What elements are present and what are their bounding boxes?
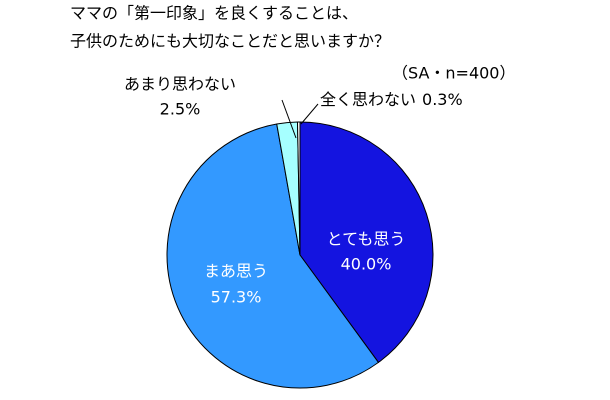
slice-label: 全く思わない 0.3% (320, 90, 463, 109)
leader-line (300, 103, 319, 125)
slice-category: とても思う (327, 230, 406, 249)
slice-value: 2.5% (160, 100, 201, 119)
chart-title: 子供のためにも大切なことだと思いますか？ (70, 32, 390, 51)
slice-value: 40.0% (341, 255, 392, 274)
leader-line (281, 99, 297, 139)
chart-title: ママの「第一印象」を良くすることは、 (70, 4, 358, 23)
slice-value: 57.3% (211, 288, 262, 307)
slice-value: 0.3% (422, 90, 463, 109)
pie-slice (296, 121, 301, 256)
pie-slice (166, 123, 380, 389)
chart-subtitle: （SA・n=400） (392, 64, 516, 83)
slice-category: 全く思わない (320, 90, 416, 109)
pie-slice (299, 121, 434, 364)
slice-category: あまり思わない (124, 75, 236, 94)
slice-category: まあ思う (204, 262, 268, 281)
